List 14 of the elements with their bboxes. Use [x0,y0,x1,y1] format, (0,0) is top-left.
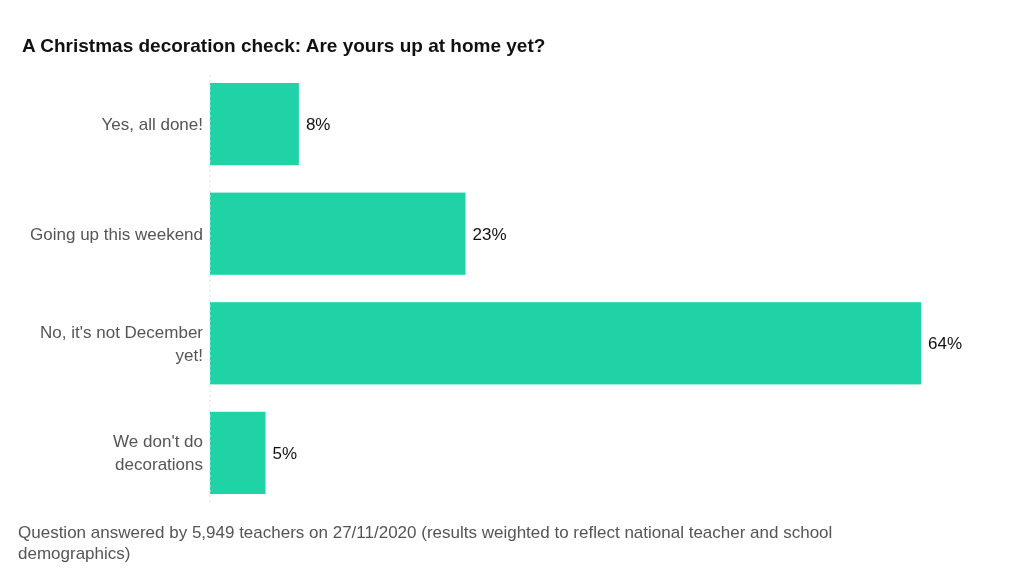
bar [210,83,299,166]
chart-title: A Christmas decoration check: Are yours up at home yet? [22,35,546,56]
bar [210,302,921,385]
data-label: 23% [472,224,507,244]
data-label: 64% [928,334,963,354]
text: Question answered by 5,949 teachers on 27/11/2020 (results weighted to reflect national teacher and school demographics) [18,523,833,563]
data-label: 8% [305,115,331,135]
bar [210,192,466,275]
y-tick-label: Yes, all done! [101,115,203,135]
y-tick-label: Going up this weekend [30,224,203,244]
bar [210,411,266,494]
y-tick-label: We don't do decorations [113,432,203,475]
y-tick-label: No, it's not December yet! [40,322,204,365]
data-label: 5% [272,443,298,463]
